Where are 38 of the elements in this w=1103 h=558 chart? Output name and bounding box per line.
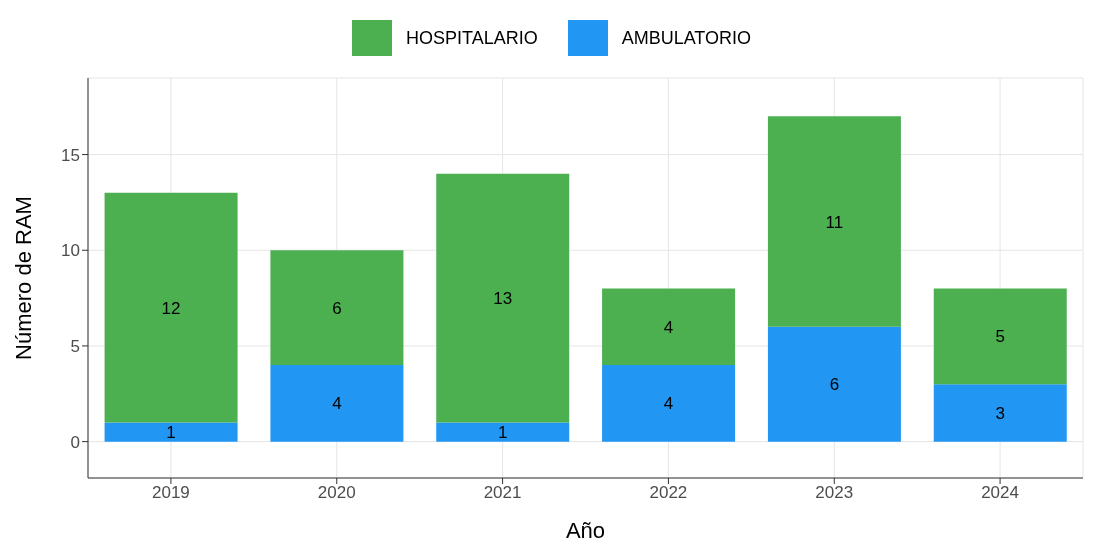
bar bbox=[767, 326, 901, 442]
data-label: 4 bbox=[332, 394, 342, 414]
data-label: 12 bbox=[161, 298, 181, 318]
data-label: 13 bbox=[493, 289, 513, 309]
x-tick-label: 2023 bbox=[815, 483, 854, 503]
y-tick-label: 15 bbox=[61, 145, 80, 165]
data-label: 3 bbox=[995, 403, 1005, 423]
bar bbox=[933, 384, 1067, 442]
legend-label: HOSPITALARIO bbox=[405, 27, 538, 49]
y-tick-label: 10 bbox=[61, 241, 80, 261]
legend-label: AMBULATORIO bbox=[621, 27, 752, 49]
bar bbox=[767, 116, 901, 327]
data-label: 1 bbox=[166, 423, 176, 443]
x-tick-label: 2024 bbox=[981, 483, 1019, 503]
x-axis-title: Año bbox=[565, 518, 606, 543]
x-tick-label: 2020 bbox=[317, 483, 356, 503]
x-tick-label: 2021 bbox=[483, 483, 522, 503]
data-label: 11 bbox=[825, 212, 844, 232]
bar bbox=[436, 422, 570, 442]
x-tick-label: 2022 bbox=[649, 483, 688, 503]
bar bbox=[933, 288, 1067, 385]
bar bbox=[602, 288, 736, 366]
data-label: 4 bbox=[663, 394, 674, 414]
y-tick-label: 0 bbox=[70, 432, 80, 452]
data-label: 6 bbox=[332, 298, 342, 318]
bar bbox=[436, 173, 570, 423]
x-tick-label: 2019 bbox=[152, 483, 190, 503]
data-label: 6 bbox=[829, 375, 840, 395]
bar bbox=[104, 422, 238, 442]
data-label: 4 bbox=[663, 317, 674, 337]
bar bbox=[270, 250, 404, 366]
data-label: 5 bbox=[995, 327, 1005, 347]
bar bbox=[104, 192, 238, 423]
y-tick-label: 5 bbox=[70, 336, 80, 356]
y-axis-title: Número de RAM bbox=[10, 196, 36, 360]
bar bbox=[270, 365, 404, 442]
data-label: 1 bbox=[498, 423, 508, 443]
bar bbox=[602, 365, 736, 442]
